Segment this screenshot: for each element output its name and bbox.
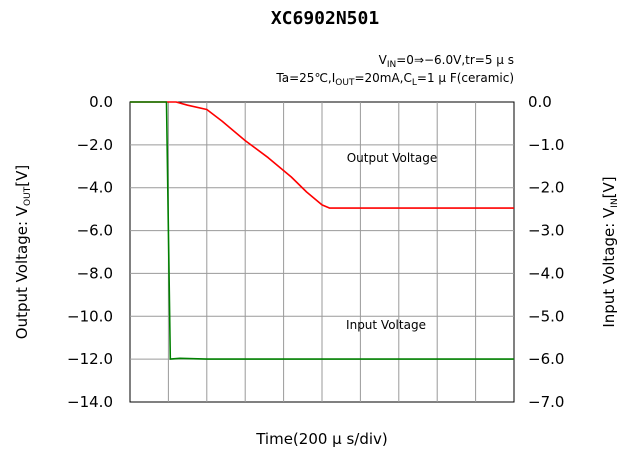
output-voltage-label: Output Voltage [347,151,438,165]
left-tick-label: −6.0 [77,222,113,240]
x-axis-label: Time(200 μ s/div) [255,430,388,448]
left-axis-label: Output Voltage: VOUT[V] [13,165,33,339]
right-axis-label: Input Voltage: VIN[V] [600,176,620,327]
chart-title: XC6902N501 [271,8,379,29]
right-tick-label: −4.0 [528,264,564,282]
output-voltage-line [130,101,514,209]
left-tick-label: −14.0 [67,393,113,411]
input-voltage-label: Input Voltage [346,318,426,332]
input-voltage-line [130,101,514,360]
right-axis-ticks: 0.0 −1.0 −2.0 −3.0 −4.0 −5.0 −6.0 −7.0 [528,93,564,411]
left-tick-label: 0.0 [89,93,113,111]
right-tick-label: −6.0 [528,350,564,368]
right-tick-label: 0.0 [528,93,552,111]
left-tick-label: −4.0 [77,179,113,197]
left-tick-label: −8.0 [77,264,113,282]
condition-line-1: VIN=0⇒−6.0V,tr=5 μ s [379,53,514,70]
condition-line-2: Ta=25℃,IOUT=20mA,CL=1 μ F(ceramic) [275,71,514,88]
right-tick-label: −7.0 [528,393,564,411]
series-layer [130,101,514,360]
right-tick-label: −1.0 [528,136,564,154]
left-tick-label: −2.0 [77,136,113,154]
right-tick-label: −5.0 [528,307,564,325]
right-tick-label: −2.0 [528,179,564,197]
left-tick-label: −12.0 [67,350,113,368]
left-tick-label: −10.0 [67,307,113,325]
grid [130,102,514,402]
left-axis-ticks: 0.0 −2.0 −4.0 −6.0 −8.0 −10.0 −12.0 −14.0 [67,93,113,411]
right-tick-label: −3.0 [528,222,564,240]
